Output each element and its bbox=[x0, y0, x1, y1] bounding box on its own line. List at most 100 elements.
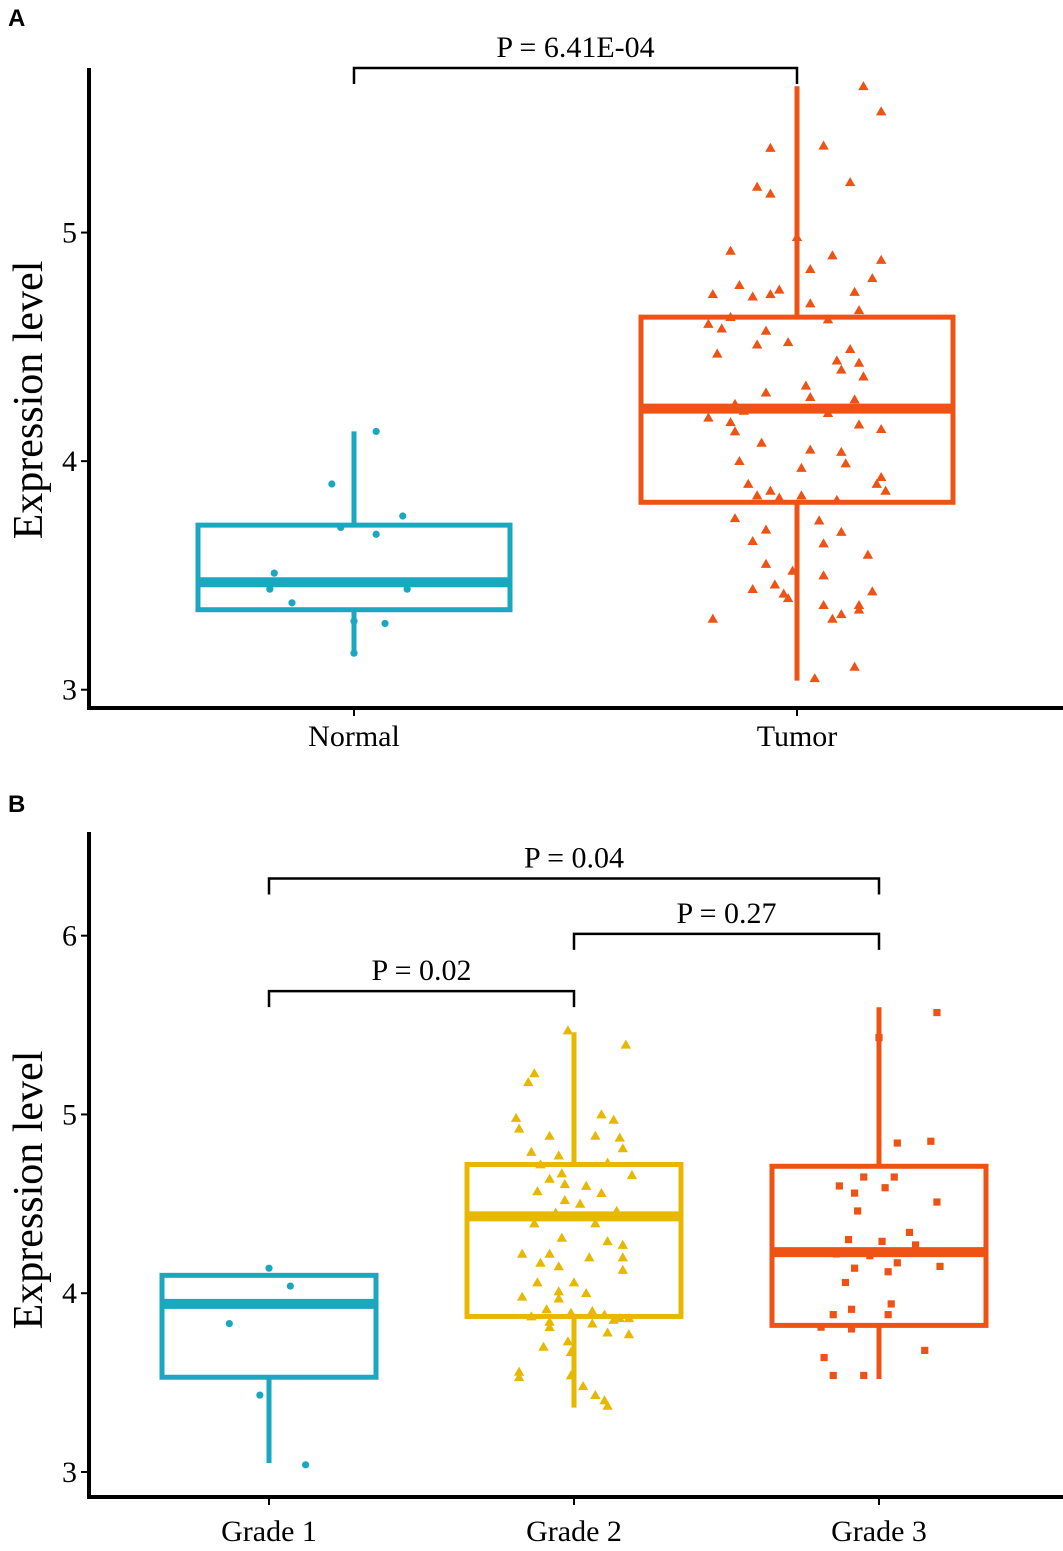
point-triangle bbox=[611, 1205, 622, 1215]
point-triangle bbox=[587, 1318, 598, 1328]
point-triangle bbox=[602, 1327, 613, 1337]
point-circle bbox=[350, 649, 358, 657]
point-circle bbox=[350, 617, 358, 625]
point-triangle bbox=[544, 1248, 555, 1258]
point-triangle bbox=[513, 1372, 525, 1382]
point-triangle bbox=[836, 526, 847, 536]
point-triangle bbox=[617, 1143, 628, 1153]
comparison-bracket: P = 6.41E-04 bbox=[352, 31, 799, 84]
point-triangle bbox=[805, 298, 816, 308]
p-value-label: P = 0.04 bbox=[524, 841, 624, 874]
point-square bbox=[927, 1137, 935, 1145]
point-triangle bbox=[565, 1347, 577, 1357]
point-square bbox=[817, 1323, 825, 1331]
point-triangle bbox=[822, 314, 834, 324]
point-triangle bbox=[867, 273, 878, 283]
y-axis-title: Expression level bbox=[6, 261, 52, 540]
point-triangle bbox=[760, 387, 772, 397]
point-square bbox=[878, 1237, 886, 1245]
box-grade-2 bbox=[464, 1032, 684, 1408]
point-triangle bbox=[568, 1277, 580, 1287]
bracket-line bbox=[267, 989, 576, 1008]
point-triangle bbox=[875, 106, 887, 116]
point-square bbox=[860, 1371, 868, 1380]
point-triangle bbox=[544, 1321, 555, 1332]
point-triangle bbox=[827, 613, 838, 623]
point-square bbox=[887, 1300, 895, 1308]
point-square bbox=[890, 1173, 898, 1181]
point-triangle bbox=[751, 490, 763, 500]
data-points bbox=[266, 81, 891, 683]
point-triangle bbox=[535, 1257, 546, 1267]
y-tick-label: 5 bbox=[62, 217, 77, 250]
point-triangle bbox=[532, 1277, 543, 1287]
point-circle bbox=[256, 1391, 264, 1399]
x-tick-label: Grade 3 bbox=[831, 1515, 927, 1548]
x-tick-label: Normal bbox=[308, 720, 400, 753]
point-triangle bbox=[550, 1207, 561, 1217]
point-triangle bbox=[538, 1341, 549, 1351]
point-square bbox=[841, 1278, 850, 1287]
y-tick-label: 6 bbox=[62, 920, 77, 953]
box-iqr bbox=[769, 1163, 989, 1328]
point-triangle bbox=[532, 1186, 543, 1196]
point-triangle bbox=[513, 1123, 525, 1133]
point-square bbox=[893, 1259, 901, 1267]
point-triangle bbox=[602, 1236, 613, 1246]
box-grade-1 bbox=[159, 1272, 379, 1464]
point-circle bbox=[372, 427, 380, 436]
point-triangle bbox=[867, 586, 878, 596]
point-triangle bbox=[559, 1178, 571, 1189]
point-circle bbox=[337, 523, 345, 532]
point-circle bbox=[403, 585, 411, 593]
point-square bbox=[851, 1264, 859, 1272]
point-triangle bbox=[553, 1150, 564, 1160]
point-triangle bbox=[620, 1039, 632, 1049]
point-triangle bbox=[787, 565, 798, 575]
point-triangle bbox=[729, 426, 741, 436]
point-triangle bbox=[734, 455, 745, 466]
point-triangle bbox=[743, 478, 754, 488]
point-circle bbox=[266, 585, 274, 593]
point-square bbox=[933, 1008, 941, 1017]
point-triangle bbox=[836, 446, 847, 456]
point-triangle bbox=[858, 371, 869, 381]
point-circle bbox=[225, 1319, 233, 1328]
point-triangle bbox=[875, 471, 887, 482]
point-triangle bbox=[526, 1311, 537, 1321]
point-triangle bbox=[617, 1264, 628, 1274]
point-triangle bbox=[853, 305, 865, 315]
p-value-label: P = 6.41E-04 bbox=[496, 31, 654, 64]
point-triangle bbox=[853, 604, 865, 614]
point-square bbox=[936, 1262, 944, 1270]
point-triangle bbox=[541, 1304, 552, 1314]
point-triangle bbox=[707, 613, 719, 623]
y-tick-label: 4 bbox=[62, 445, 77, 478]
box-normal bbox=[195, 431, 513, 656]
point-square bbox=[933, 1198, 941, 1206]
point-triangle bbox=[729, 513, 741, 523]
panel-a: A 3 4 5 Normal Tumor Expression level P = 6.41E… bbox=[6, 5, 1063, 753]
point-square bbox=[884, 1268, 892, 1276]
point-square bbox=[912, 1241, 920, 1249]
point-circle bbox=[286, 1282, 294, 1290]
point-triangle bbox=[751, 181, 763, 191]
point-triangle bbox=[756, 437, 767, 447]
point-triangle bbox=[840, 458, 851, 468]
point-circle bbox=[265, 1264, 273, 1272]
point-triangle bbox=[844, 177, 856, 187]
point-square bbox=[847, 1305, 856, 1313]
point-circle bbox=[381, 619, 389, 628]
point-triangle bbox=[782, 337, 794, 347]
point-triangle bbox=[765, 289, 776, 299]
point-triangle bbox=[809, 673, 820, 683]
x-tick-label: Grade 2 bbox=[526, 1515, 622, 1548]
point-triangle bbox=[596, 1109, 607, 1119]
point-square bbox=[844, 1235, 853, 1244]
point-triangle bbox=[853, 357, 865, 367]
point-triangle bbox=[614, 1313, 625, 1323]
comparison-bracket: P = 0.27 bbox=[572, 897, 881, 950]
point-square bbox=[847, 1325, 856, 1333]
point-triangle bbox=[516, 1291, 528, 1301]
point-triangle bbox=[590, 1130, 601, 1140]
